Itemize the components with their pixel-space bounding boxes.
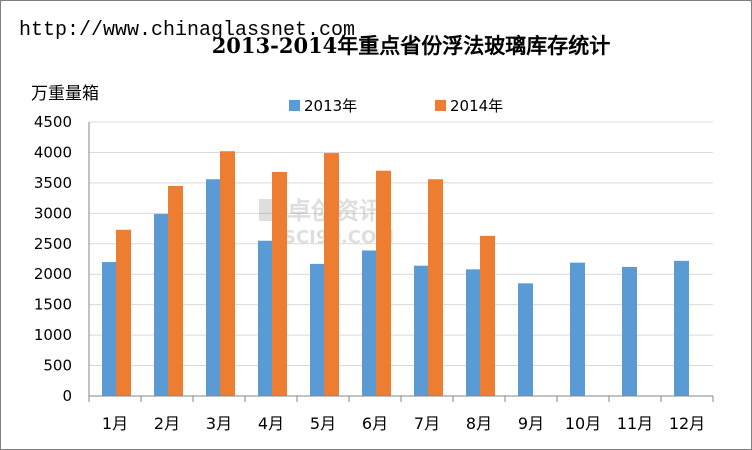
x-tick-label: 10月 bbox=[565, 414, 601, 433]
bar-2013 bbox=[310, 263, 325, 396]
bar-2013 bbox=[362, 250, 377, 396]
x-tick-label: 6月 bbox=[362, 414, 388, 433]
x-tick-label: 5月 bbox=[310, 414, 336, 433]
x-tick-label: 12月 bbox=[669, 414, 705, 433]
y-tick-label: 4000 bbox=[34, 143, 72, 161]
bar-2013 bbox=[570, 262, 585, 396]
bars bbox=[102, 151, 689, 396]
bar-2013 bbox=[154, 213, 169, 396]
bar-2013 bbox=[518, 283, 533, 396]
y-tick-label: 500 bbox=[43, 357, 72, 375]
x-tick-label: 7月 bbox=[414, 414, 440, 433]
bar-2013 bbox=[414, 265, 429, 396]
bar-2014 bbox=[116, 229, 131, 396]
x-tick-label: 2月 bbox=[154, 414, 180, 433]
bar-2013 bbox=[466, 269, 481, 396]
y-tick-label: 1000 bbox=[34, 326, 72, 344]
bar-2014 bbox=[272, 171, 287, 396]
x-tick-label: 11月 bbox=[617, 414, 653, 433]
bar-2013 bbox=[206, 179, 221, 396]
x-tick-labels: 1月 2月 3月 4月 5月 6月 7月 8月 9月 10月 11月 12月 bbox=[102, 414, 705, 433]
bar-2013 bbox=[622, 266, 637, 396]
y-tick-label: 3500 bbox=[34, 174, 72, 192]
y-tick-label: 1500 bbox=[34, 296, 72, 314]
gridlines bbox=[89, 121, 713, 367]
bar-2013 bbox=[102, 262, 117, 396]
y-axis-label: 万重量箱 bbox=[31, 84, 99, 104]
bar-2014 bbox=[376, 170, 391, 396]
legend: 2013年 2014年 bbox=[289, 97, 503, 115]
bar-2014 bbox=[480, 235, 495, 396]
chart-title: 2013-2014年重点省份浮法玻璃库存统计 bbox=[212, 33, 611, 58]
y-tick-labels: 0 500 1000 1500 2000 2500 3000 3500 4000 4500 bbox=[34, 113, 72, 405]
legend-label-2014: 2014年 bbox=[450, 97, 503, 115]
x-tick-label: 3月 bbox=[206, 414, 232, 433]
y-tick-label: 0 bbox=[62, 387, 72, 405]
x-tick-label: 1月 bbox=[102, 414, 128, 433]
bar-2014 bbox=[428, 179, 443, 396]
bar-2014 bbox=[324, 153, 339, 396]
bar-2013 bbox=[674, 260, 689, 396]
y-tick-label: 4500 bbox=[34, 113, 72, 131]
y-tick-label: 3000 bbox=[34, 204, 72, 222]
axes bbox=[88, 122, 714, 402]
legend-swatch-2014 bbox=[435, 100, 446, 111]
legend-swatch-2013 bbox=[289, 100, 300, 111]
x-tick-label: 8月 bbox=[466, 414, 492, 433]
x-tick-label: 9月 bbox=[518, 414, 544, 433]
legend-label-2013: 2013年 bbox=[304, 97, 357, 115]
source-url: http://www.chinaglassnet.com bbox=[19, 19, 355, 42]
bar-2014 bbox=[168, 185, 183, 396]
bar-2014 bbox=[220, 151, 235, 396]
y-tick-label: 2000 bbox=[34, 265, 72, 283]
y-tick-label: 2500 bbox=[34, 235, 72, 253]
bar-2013 bbox=[258, 240, 273, 396]
x-tick-label: 4月 bbox=[258, 414, 284, 433]
